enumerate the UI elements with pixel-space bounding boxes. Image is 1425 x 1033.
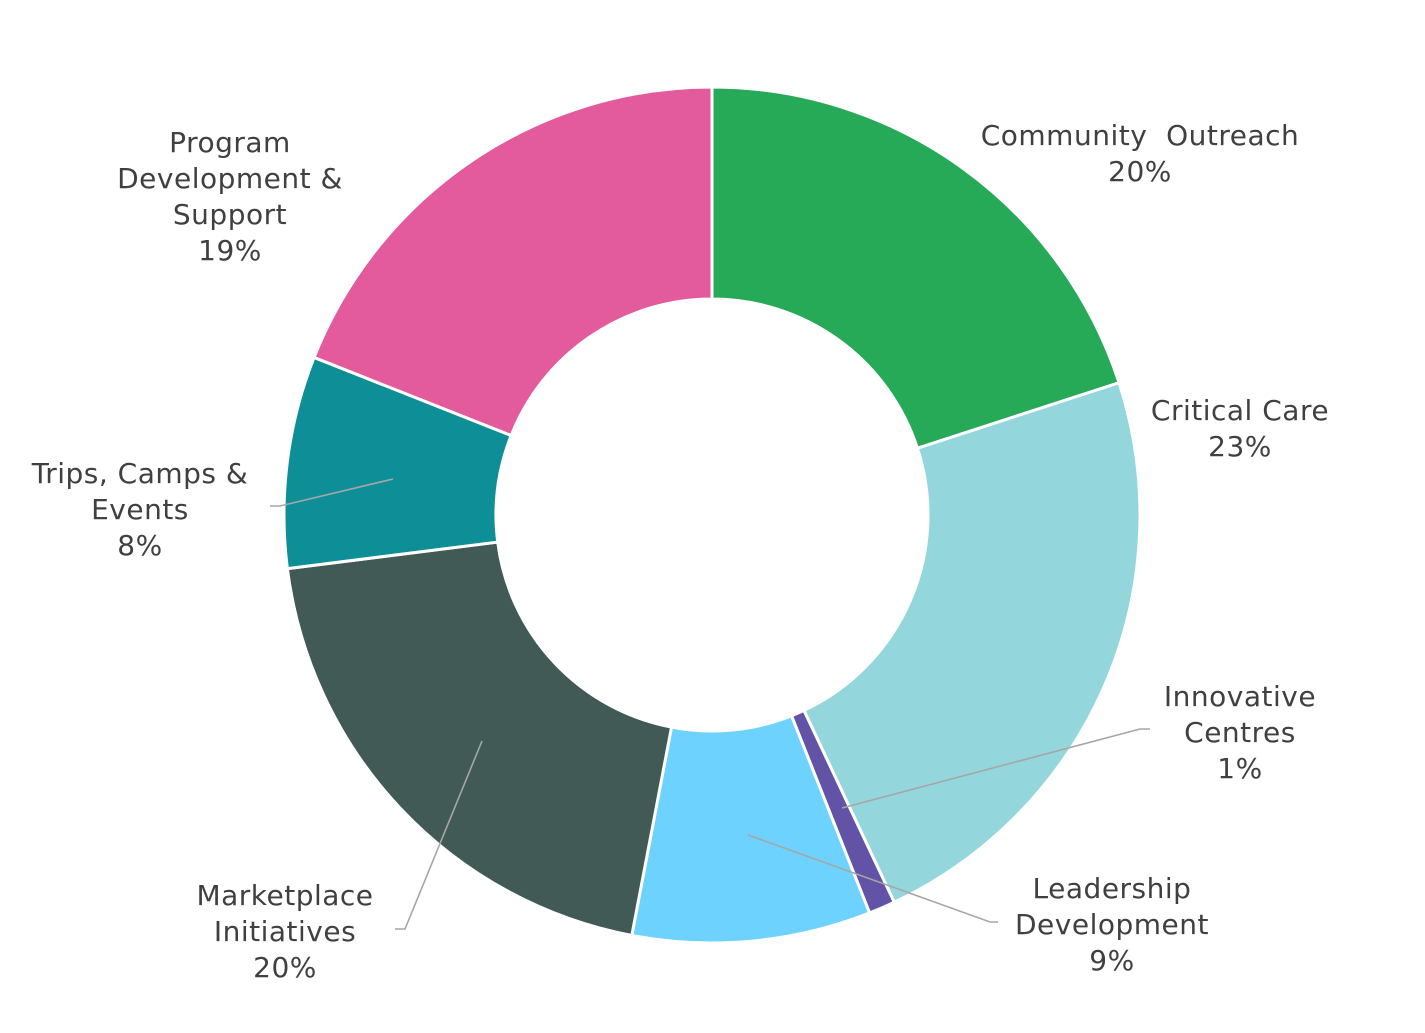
label-innovative-centres: Innovative Centres 1% (1164, 680, 1316, 785)
label-line: Events (91, 493, 189, 526)
slice-community-outreach (710, 85, 1121, 451)
label-leadership-development: Leadership Development 9% (1015, 872, 1209, 977)
leader-line-trips-camps-and-events (270, 478, 394, 507)
label-line: Program (169, 126, 291, 159)
label-line: Development & (117, 162, 343, 195)
label-percent: 20% (1108, 155, 1172, 188)
leader-line-leadership-development (747, 834, 998, 923)
label-trips-camps-and-events: Trips, Camps & Events 8% (31, 457, 249, 562)
slice-labels: Community Outreach 20%Critical Care 23%Inn… (31, 119, 1329, 984)
label-line: Leadership (1033, 872, 1192, 905)
label-line: Critical Care (1151, 394, 1329, 427)
leader-lines (270, 478, 1150, 930)
slice-marketplace-initiatives (285, 540, 674, 938)
label-line: Trips, Camps & (31, 457, 249, 490)
label-line: Centres (1184, 716, 1296, 749)
label-percent: 19% (198, 234, 262, 267)
donut-slices (282, 85, 1142, 945)
label-program-development-and-support: Program Development & Support 19% (117, 126, 343, 267)
label-percent: 20% (253, 951, 317, 984)
leader-line-marketplace-initiatives (395, 740, 483, 930)
label-line: Innovative (1164, 680, 1316, 713)
label-marketplace-initiatives: Marketplace Initiatives 20% (196, 879, 373, 984)
slice-program-development-and-support (312, 85, 714, 438)
label-line: Support (173, 198, 287, 231)
slice-leadership-development (630, 713, 872, 945)
label-percent: 9% (1089, 944, 1134, 977)
label-line: Marketplace (196, 879, 373, 912)
slice-critical-care (801, 380, 1142, 905)
label-critical-care: Critical Care 23% (1151, 394, 1329, 463)
label-line: Initiatives (214, 915, 356, 948)
label-line: Community Outreach (981, 119, 1300, 152)
leader-line-innovative-centres (841, 728, 1150, 809)
label-percent: 23% (1208, 430, 1272, 463)
label-line: Development (1015, 908, 1209, 941)
label-percent: 1% (1217, 752, 1262, 785)
label-community-outreach: Community Outreach 20% (981, 119, 1300, 188)
label-percent: 8% (117, 529, 162, 562)
